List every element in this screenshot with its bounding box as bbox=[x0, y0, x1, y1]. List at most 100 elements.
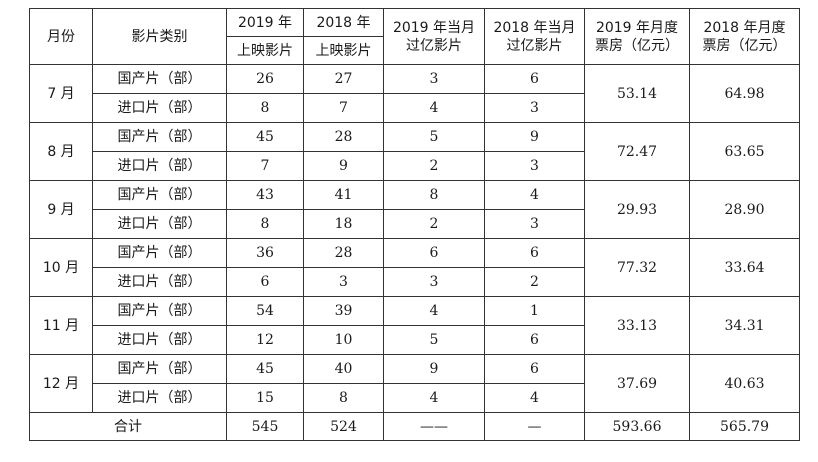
header-over100m-2019: 2019 年当月 过亿影片 bbox=[383, 8, 485, 65]
header-boxoffice-2019: 2019 年月度 票房（亿元） bbox=[584, 8, 690, 65]
over100m-2018-cell: 6 bbox=[484, 325, 585, 355]
over100m-2018-cell: 6 bbox=[484, 64, 585, 94]
month-cell: 10 月 bbox=[29, 238, 93, 297]
total-label: 合计 bbox=[29, 412, 227, 441]
total-over100m-2019: —— bbox=[383, 412, 485, 441]
released-2018-cell: 39 bbox=[303, 296, 384, 326]
boxoffice-2018-cell: 64.98 bbox=[689, 64, 800, 123]
category-cell: 国产片（部） bbox=[92, 122, 227, 152]
category-cell: 进口片（部） bbox=[92, 93, 227, 123]
boxoffice-2019-cell: 72.47 bbox=[584, 122, 690, 181]
header-released-2019-top: 2019 年 bbox=[226, 8, 304, 37]
header-boxoffice-2019-line1: 2019 年月度 bbox=[595, 19, 679, 36]
table-row: 进口片（部） 7 9 2 3 bbox=[30, 151, 800, 181]
over100m-2018-cell: 6 bbox=[484, 238, 585, 268]
released-2019-cell: 15 bbox=[226, 383, 304, 413]
header-released-2018-top: 2018 年 bbox=[303, 8, 384, 37]
category-cell: 进口片（部） bbox=[92, 151, 227, 181]
category-cell: 进口片（部） bbox=[92, 325, 227, 355]
header-boxoffice-2018-line2: 票房（亿元） bbox=[702, 37, 787, 54]
header-category: 影片类别 bbox=[92, 8, 227, 65]
boxoffice-2019-cell: 77.32 bbox=[584, 238, 690, 297]
boxoffice-2018-cell: 33.64 bbox=[689, 238, 800, 297]
boxoffice-2018-cell: 28.90 bbox=[689, 180, 800, 239]
over100m-2018-cell: 4 bbox=[484, 383, 585, 413]
over100m-2019-cell: 3 bbox=[383, 64, 485, 94]
released-2019-cell: 36 bbox=[226, 238, 304, 268]
boxoffice-2018-cell: 63.65 bbox=[689, 122, 800, 181]
table-container: 月份 影片类别 2019 年 2018 年 2019 年当月 过亿影片 2018… bbox=[29, 8, 800, 441]
over100m-2018-cell: 4 bbox=[484, 180, 585, 210]
released-2018-cell: 28 bbox=[303, 122, 384, 152]
boxoffice-2019-cell: 53.14 bbox=[584, 64, 690, 123]
over100m-2019-cell: 2 bbox=[383, 151, 485, 181]
month-cell: 8 月 bbox=[29, 122, 93, 181]
released-2018-cell: 40 bbox=[303, 354, 384, 384]
boxoffice-2018-cell: 40.63 bbox=[689, 354, 800, 413]
header-row-2: 上映影片 上映影片 bbox=[30, 36, 800, 65]
header-month: 月份 bbox=[29, 8, 93, 65]
released-2018-cell: 10 bbox=[303, 325, 384, 355]
header-over100m-2018-line2: 过亿影片 bbox=[506, 37, 563, 54]
released-2018-cell: 3 bbox=[303, 267, 384, 297]
over100m-2019-cell: 5 bbox=[383, 325, 485, 355]
category-cell: 国产片（部） bbox=[92, 296, 227, 326]
table-row: 8 月 国产片（部） 45 28 5 9 72.47 63.65 bbox=[29, 122, 800, 181]
over100m-2019-cell: 4 bbox=[383, 93, 485, 123]
header-boxoffice-2018-line1: 2018 年月度 bbox=[703, 19, 786, 36]
category-cell: 国产片（部） bbox=[92, 354, 227, 384]
category-cell: 进口片（部） bbox=[92, 383, 227, 413]
over100m-2019-cell: 4 bbox=[383, 383, 485, 413]
month-cell: 9 月 bbox=[29, 180, 93, 239]
released-2019-cell: 26 bbox=[226, 64, 304, 94]
released-2018-cell: 8 bbox=[303, 383, 384, 413]
over100m-2019-cell: 8 bbox=[383, 180, 485, 210]
table-row: 11 月 国产片（部） 54 39 4 1 33.13 34.31 bbox=[29, 296, 800, 355]
released-2019-cell: 8 bbox=[226, 209, 304, 239]
table-row: 7 月 国产片（部） 26 27 3 6 53.14 64.98 bbox=[29, 64, 800, 123]
category-cell: 国产片（部） bbox=[92, 64, 227, 94]
total-over100m-2018: — bbox=[484, 412, 585, 441]
month-cell: 12 月 bbox=[29, 354, 93, 413]
total-released-2018: 524 bbox=[303, 412, 384, 441]
table-row: 进口片（部） 6 3 3 2 bbox=[30, 267, 800, 297]
total-row: 合计 545 524 —— — 593.66 565.79 bbox=[29, 412, 800, 441]
over100m-2019-cell: 4 bbox=[383, 296, 485, 326]
over100m-2018-cell: 3 bbox=[484, 209, 585, 239]
released-2018-cell: 9 bbox=[303, 151, 384, 181]
total-boxoffice-2018: 565.79 bbox=[689, 412, 800, 441]
over100m-2018-cell: 3 bbox=[484, 93, 585, 123]
category-cell: 国产片（部） bbox=[92, 238, 227, 268]
header-over100m-2019-line1: 2019 年当月 bbox=[392, 19, 476, 36]
header-row-1: 月份 影片类别 2019 年 2018 年 2019 年当月 过亿影片 2018… bbox=[29, 8, 800, 65]
released-2019-cell: 45 bbox=[226, 354, 304, 384]
total-released-2019: 545 bbox=[226, 412, 304, 441]
released-2019-cell: 43 bbox=[226, 180, 304, 210]
over100m-2018-cell: 2 bbox=[484, 267, 585, 297]
table-row: 10 月 国产片（部） 36 28 6 6 77.32 33.64 bbox=[29, 238, 800, 297]
category-cell: 国产片（部） bbox=[92, 180, 227, 210]
released-2018-cell: 18 bbox=[303, 209, 384, 239]
released-2018-cell: 27 bbox=[303, 64, 384, 94]
over100m-2019-cell: 2 bbox=[383, 209, 485, 239]
released-2018-cell: 7 bbox=[303, 93, 384, 123]
over100m-2018-cell: 1 bbox=[484, 296, 585, 326]
released-2019-cell: 8 bbox=[226, 93, 304, 123]
released-2019-cell: 7 bbox=[226, 151, 304, 181]
category-cell: 进口片（部） bbox=[92, 209, 227, 239]
header-over100m-2018-line1: 2018 年当月 bbox=[493, 19, 576, 36]
table-row: 进口片（部） 12 10 5 6 bbox=[30, 325, 800, 355]
box-office-table: 月份 影片类别 2019 年 2018 年 2019 年当月 过亿影片 2018… bbox=[29, 8, 800, 441]
over100m-2019-cell: 6 bbox=[383, 238, 485, 268]
total-boxoffice-2019: 593.66 bbox=[584, 412, 690, 441]
boxoffice-2019-cell: 37.69 bbox=[584, 354, 690, 413]
header-released-2018-bottom: 上映影片 bbox=[303, 36, 384, 65]
over100m-2019-cell: 3 bbox=[383, 267, 485, 297]
category-cell: 进口片（部） bbox=[92, 267, 227, 297]
header-boxoffice-2018: 2018 年月度 票房（亿元） bbox=[689, 8, 800, 65]
released-2019-cell: 12 bbox=[226, 325, 304, 355]
boxoffice-2018-cell: 34.31 bbox=[689, 296, 800, 355]
boxoffice-2019-cell: 29.93 bbox=[584, 180, 690, 239]
boxoffice-2019-cell: 33.13 bbox=[584, 296, 690, 355]
table-row: 12 月 国产片（部） 45 40 9 6 37.69 40.63 bbox=[29, 354, 800, 413]
